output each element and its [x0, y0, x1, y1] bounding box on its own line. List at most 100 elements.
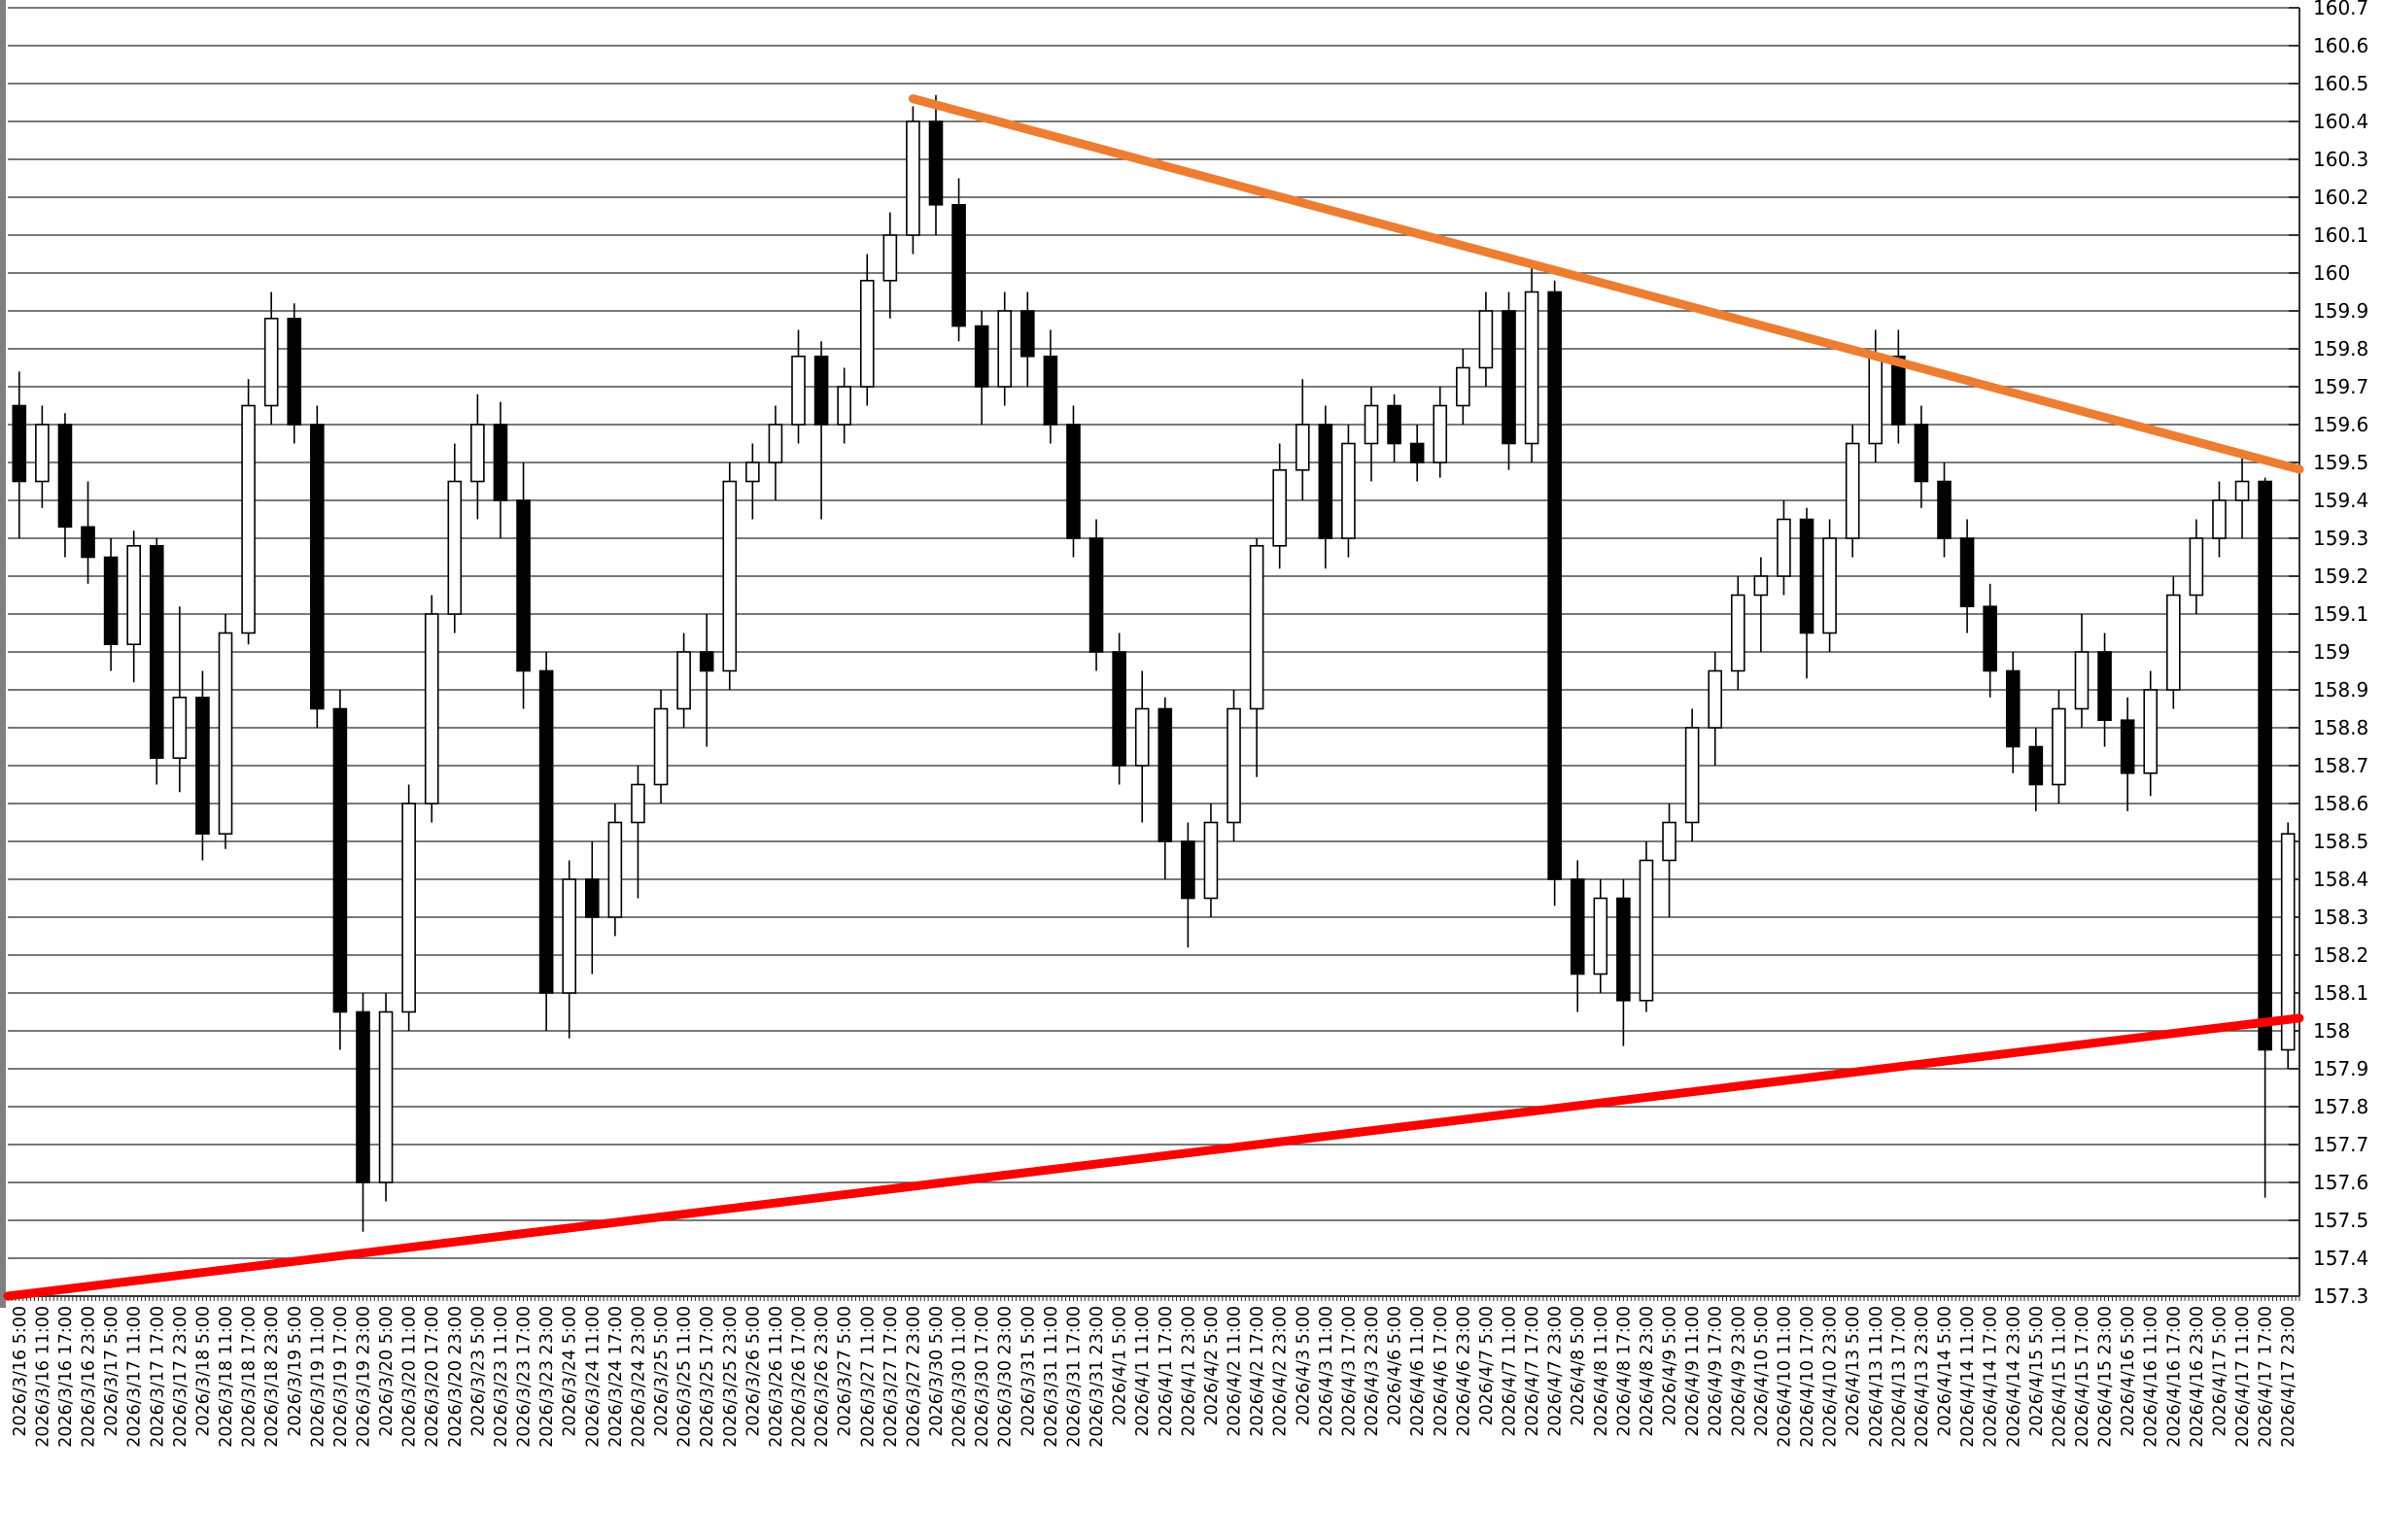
candle-body-down — [1088, 537, 1104, 653]
candle-body-down — [1181, 840, 1195, 900]
x-axis-label: 2026/4/16 5:00 — [2119, 1306, 2138, 1437]
y-axis-label: 158.2 — [2313, 943, 2368, 967]
candle-body-down — [12, 404, 27, 483]
candle — [1570, 860, 1585, 1012]
x-axis-label: 2026/4/3 23:00 — [1363, 1306, 1382, 1437]
candle-body-up — [1708, 669, 1723, 729]
candle-body-up — [1822, 537, 1837, 634]
candle-body-up — [1639, 859, 1654, 1002]
candle — [813, 341, 829, 520]
x-axis-label: 2026/4/2 5:00 — [1202, 1306, 1222, 1425]
x-axis-label: 2026/3/16 17:00 — [56, 1306, 76, 1448]
y-axis-label: 160.4 — [2313, 110, 2368, 133]
candle-body-down — [1020, 310, 1035, 358]
y-axis-label: 159.6 — [2313, 413, 2368, 436]
candle — [12, 371, 27, 538]
candle — [584, 841, 600, 975]
y-axis-label: 159.4 — [2313, 489, 2368, 512]
x-axis-label: 2026/3/26 23:00 — [812, 1306, 832, 1448]
candle — [1959, 519, 1975, 633]
x-axis-label: 2026/3/16 11:00 — [33, 1306, 52, 1448]
x-axis-label: 2026/3/30 11:00 — [950, 1306, 970, 1448]
candle — [1799, 507, 1814, 679]
candle — [241, 379, 256, 645]
candle — [1914, 405, 1929, 508]
x-axis-label: 2026/4/13 5:00 — [1844, 1306, 1863, 1437]
x-axis-label: 2026/3/31 11:00 — [1042, 1306, 1061, 1448]
x-axis-label: 2026/4/7 5:00 — [1477, 1306, 1497, 1425]
x-axis-label: 2026/4/10 23:00 — [1821, 1306, 1841, 1448]
x-axis-label: 2026/4/17 17:00 — [2257, 1306, 2276, 1448]
x-axis-label: 2026/4/9 23:00 — [1729, 1306, 1748, 1437]
candle — [172, 606, 188, 793]
x-axis-label: 2026/3/26 11:00 — [767, 1306, 786, 1448]
candle — [1937, 462, 1952, 558]
candle — [195, 670, 210, 861]
candle — [538, 652, 554, 1031]
x-axis-label: 2026/4/9 11:00 — [1683, 1306, 1703, 1437]
x-axis-label: 2026/4/17 23:00 — [2279, 1306, 2298, 1448]
y-axis-label: 158.4 — [2313, 868, 2368, 891]
candle-body-up — [2074, 651, 2090, 710]
candle-body-down — [310, 424, 325, 710]
x-axis-label: 2026/4/6 23:00 — [1454, 1306, 1473, 1437]
candle-body-down — [1937, 480, 1952, 539]
candle-body-down — [1409, 442, 1425, 463]
candle — [1822, 519, 1837, 652]
candle-body-down — [1502, 310, 1516, 445]
candle — [424, 595, 439, 823]
x-axis-label: 2026/3/17 11:00 — [125, 1306, 145, 1448]
x-axis-label: 2026/4/8 23:00 — [1638, 1306, 1657, 1437]
y-axis-label: 159.1 — [2313, 602, 2368, 626]
x-axis-label: 2026/3/18 11:00 — [217, 1306, 236, 1448]
candle — [1112, 633, 1126, 785]
candle-body-up — [1134, 707, 1150, 767]
candle-body-down — [1891, 355, 1906, 426]
candle — [653, 690, 669, 804]
candle-body-up — [1295, 424, 1310, 471]
candle-body-up — [470, 424, 485, 483]
x-axis-label: 2026/3/31 23:00 — [1088, 1306, 1107, 1448]
candle — [722, 462, 738, 690]
candle — [859, 254, 875, 406]
y-axis-label: 157.9 — [2313, 1057, 2368, 1080]
x-axis-label: 2026/4/13 11:00 — [1867, 1306, 1886, 1448]
candle-body-up — [562, 878, 577, 994]
x-axis-label: 2026/4/1 5:00 — [1111, 1306, 1130, 1425]
x-axis-label: 2026/3/26 17:00 — [790, 1306, 810, 1448]
x-axis-label: 2026/3/19 11:00 — [308, 1306, 328, 1448]
candle-body-up — [35, 424, 50, 483]
x-axis-label: 2026/4/6 5:00 — [1386, 1306, 1405, 1425]
x-axis-label: 2026/4/17 11:00 — [2233, 1306, 2253, 1448]
candle-body-up — [1364, 404, 1379, 445]
candle-body-down — [584, 878, 600, 918]
y-axis-labels: 160.7 160.6 160.5 160.4 160.3 160.2 160.1 160 15… — [2313, 0, 2368, 1308]
candle — [768, 405, 783, 500]
x-axis-label: 2026/3/23 23:00 — [537, 1306, 557, 1448]
candle — [631, 766, 645, 899]
candle-body-down — [1914, 424, 1929, 483]
candle — [263, 291, 279, 425]
x-axis-label: 2026/3/25 17:00 — [698, 1306, 717, 1448]
candle-body-up — [722, 480, 738, 672]
candle-body-up — [2143, 689, 2159, 774]
x-axis-label: 2026/3/23 5:00 — [468, 1306, 488, 1437]
candle-body-down — [1547, 291, 1562, 880]
candle — [791, 329, 806, 444]
candle — [1753, 557, 1769, 652]
candle-body-up — [607, 821, 623, 918]
candle-body-down — [2097, 651, 2112, 721]
candle — [676, 633, 691, 728]
candle — [2074, 614, 2090, 728]
x-axis-label: 2026/4/17 5:00 — [2210, 1306, 2229, 1437]
x-axis-label: 2026/4/3 5:00 — [1294, 1306, 1313, 1425]
candle-body-up — [1524, 291, 1539, 445]
x-axis-label: 2026/4/1 11:00 — [1133, 1306, 1153, 1437]
candle — [1134, 670, 1150, 823]
candle-body-down — [103, 556, 119, 645]
candle-body-up — [378, 1010, 394, 1183]
candle — [1318, 405, 1333, 569]
x-axis-label: 2026/3/18 5:00 — [193, 1306, 213, 1437]
x-axis-label: 2026/4/9 5:00 — [1661, 1306, 1680, 1425]
x-axis-label: 2026/4/10 17:00 — [1798, 1306, 1817, 1448]
